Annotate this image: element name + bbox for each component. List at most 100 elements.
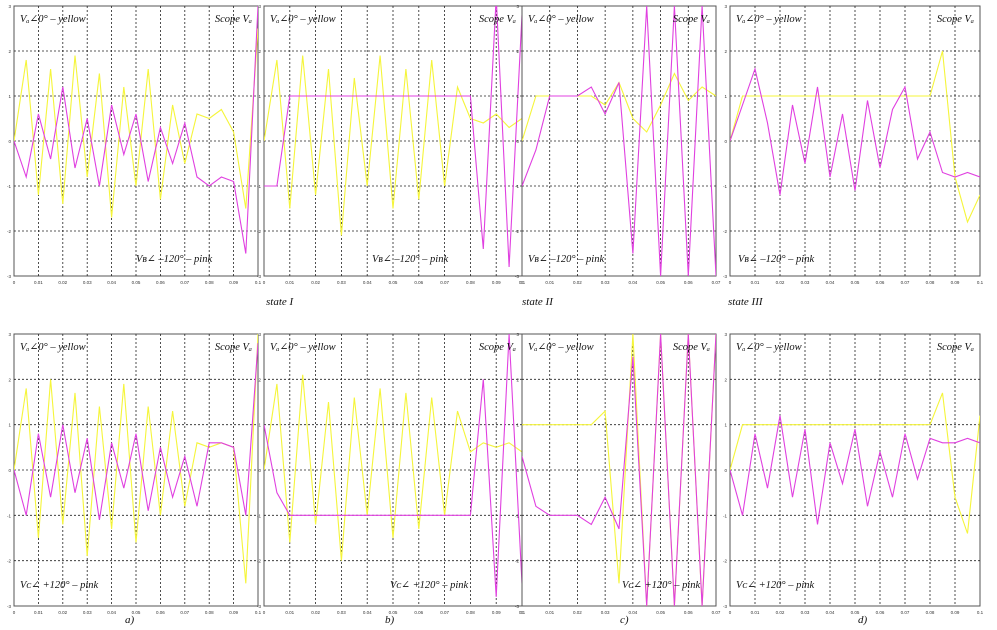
panel-scope-label: Scope Vₐ — [479, 342, 516, 353]
y-tick-label: -3 — [515, 604, 519, 609]
panel-label-bottom: Vʙ∠ –120° – pink — [738, 254, 814, 265]
x-tick-label: 0.03 — [83, 280, 92, 285]
panel-label-top: Vₐ∠0° – yellow — [270, 14, 336, 25]
x-tick-label: 0.01 — [285, 610, 294, 615]
x-tick-label: 0.07 — [440, 610, 449, 615]
x-tick-label: 0.01 — [285, 280, 294, 285]
x-tick-label: 0.03 — [337, 280, 346, 285]
x-tick-label: 0.06 — [876, 280, 885, 285]
sub-label-a: a) — [125, 614, 135, 626]
x-tick-label: 0.04 — [628, 280, 637, 285]
x-tick-label: 0.01 — [34, 610, 43, 615]
panel-label-top: Vₐ∠0° – yellow — [20, 14, 86, 25]
scope-panel-top-c: 0 0.01 0.02 0.03 0.04 0.05 0.06 0.07 3 2 1 0 -1 -2 -3 V… — [515, 4, 721, 285]
x-tick-label: 0 — [13, 610, 16, 615]
x-tick-label: 0.06 — [684, 610, 693, 615]
y-tick-label: 3 — [724, 332, 727, 337]
panel-scope-label: Scope Vₐ — [215, 14, 252, 25]
y-tick-label: -2 — [515, 229, 519, 234]
y-tick-label: 2 — [8, 377, 11, 382]
y-tick-label: -2 — [515, 559, 519, 564]
x-tick-label: 0.05 — [851, 610, 860, 615]
x-tick-label: 0.05 — [389, 610, 398, 615]
x-tick-label: 0.09 — [951, 280, 960, 285]
panel-scope-label: Scope Vₐ — [937, 14, 974, 25]
x-tick-label: 0.08 — [205, 610, 214, 615]
x-tick-label: 0.08 — [926, 280, 935, 285]
series-yellow-line — [14, 28, 258, 218]
y-tick-label: 0 — [8, 139, 11, 144]
y-tick-label: 3 — [8, 4, 11, 9]
x-tick-label: 0.04 — [363, 610, 372, 615]
x-tick-label: 0.03 — [83, 610, 92, 615]
x-tick-label: 0.05 — [656, 610, 665, 615]
x-tick-label: 0.02 — [58, 610, 67, 615]
x-tick-label: 0.09 — [229, 280, 238, 285]
scope-panel-bottom-d: 0 0.01 0.02 0.03 0.04 0.05 0.06 0.07 0.08 0.09 0.1… — [723, 332, 984, 615]
sub-label-b: b) — [385, 614, 395, 626]
series-pink-line — [14, 6, 258, 254]
panel-label-top: Vₐ∠0° – yellow — [20, 342, 86, 353]
y-tick-label: 0 — [516, 468, 519, 473]
y-tick-label: 1 — [258, 423, 261, 428]
panel-label-bottom: Vᴄ∠ +120° – pink — [390, 580, 469, 591]
x-tick-label: 0.07 — [712, 280, 721, 285]
x-tick-label: 0.1 — [255, 280, 262, 285]
series-pink-line — [264, 334, 522, 597]
y-tick-label: 0 — [724, 139, 727, 144]
x-tick-label: 0.06 — [876, 610, 885, 615]
panel-label-top: Vₐ∠0° – yellow — [528, 14, 594, 25]
y-tick-label: 1 — [8, 94, 11, 99]
y-tick-label: -3 — [257, 604, 261, 609]
panel-scope-label: Scope Vₐ — [673, 14, 710, 25]
y-tick-label: -2 — [257, 559, 261, 564]
y-tick-label: -3 — [7, 274, 11, 279]
state-label-3: state III — [728, 296, 763, 308]
series-yellow-line — [730, 50, 980, 224]
x-tick-label: 0.05 — [132, 610, 141, 615]
x-tick-label: 0.02 — [776, 610, 785, 615]
x-tick-label: 0.01 — [751, 280, 760, 285]
x-tick-label: 0.09 — [229, 610, 238, 615]
x-tick-label: 0.1 — [255, 610, 262, 615]
x-tick-label: 0.02 — [573, 280, 582, 285]
y-tick-label: -2 — [723, 559, 727, 564]
x-tick-label: 0.02 — [311, 280, 320, 285]
x-tick-label: 0.09 — [492, 280, 501, 285]
series-yellow-line — [14, 334, 258, 584]
x-tick-label: 0.02 — [311, 610, 320, 615]
panel-label-bottom: Vᴄ∠ +120° – pink — [736, 580, 815, 591]
y-tick-label: 0 — [724, 468, 727, 473]
y-tick-label: -3 — [257, 274, 261, 279]
y-tick-label: -2 — [723, 229, 727, 234]
x-tick-label: 0.02 — [776, 280, 785, 285]
series-pink-line — [14, 343, 258, 520]
y-tick-label: -1 — [7, 184, 11, 189]
x-tick-label: 0.03 — [601, 610, 610, 615]
y-tick-label: -1 — [723, 184, 727, 189]
series-pink-line — [730, 415, 980, 525]
x-tick-label: 0.03 — [601, 280, 610, 285]
sub-label-d: d) — [858, 614, 868, 626]
x-tick-label: 0.02 — [573, 610, 582, 615]
panel-scope-label: Scope Vₐ — [673, 342, 710, 353]
x-tick-label: 0.04 — [107, 610, 116, 615]
y-tick-label: 0 — [516, 139, 519, 144]
y-tick-label: 3 — [516, 4, 519, 9]
x-tick-label: 0.04 — [826, 280, 835, 285]
x-tick-label: 0.08 — [466, 280, 475, 285]
x-tick-label: 0.03 — [801, 610, 810, 615]
x-tick-label: 0.08 — [926, 610, 935, 615]
panel-label-top: Vₐ∠0° – yellow — [736, 14, 802, 25]
series-yellow-line — [264, 55, 522, 236]
panel-label-top: Vₐ∠0° – yellow — [736, 342, 802, 353]
y-tick-label: -3 — [723, 604, 727, 609]
panel-label-bottom: Vʙ∠ –120° – pink — [372, 254, 448, 265]
scope-panel-top-b: 0 0.01 0.02 0.03 0.04 0.05 0.06 0.07 0.08 0.09 0.1… — [257, 4, 526, 285]
x-tick-label: 0.07 — [180, 280, 189, 285]
y-tick-label: 1 — [516, 423, 519, 428]
panel-label-bottom: Vᴄ∠ +120° – pink — [622, 580, 701, 591]
scope-panel-top-a: 0 0.01 0.02 0.03 0.04 0.05 0.06 0.07 0.08 0.09 0.1… — [7, 4, 262, 285]
y-tick-label: 2 — [724, 49, 727, 54]
x-tick-label: 0.07 — [440, 280, 449, 285]
